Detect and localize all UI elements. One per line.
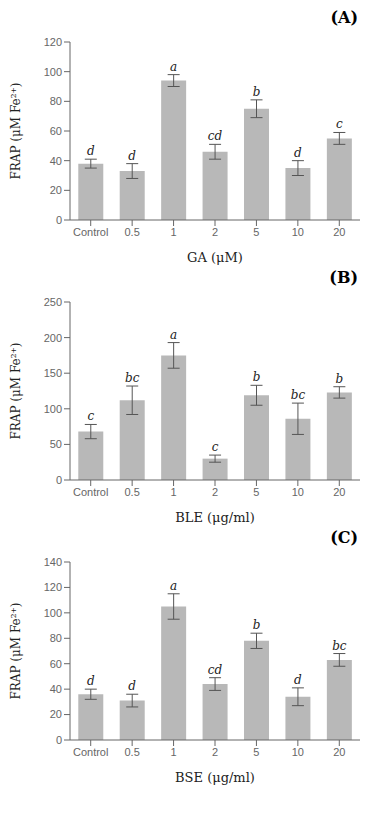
svg-text:100: 100 bbox=[44, 403, 62, 415]
svg-text:0.5: 0.5 bbox=[124, 226, 139, 238]
svg-text:10: 10 bbox=[292, 486, 304, 498]
svg-text:GA (μM): GA (μM) bbox=[187, 250, 243, 265]
svg-text:a: a bbox=[170, 60, 177, 74]
html-text:(B): (B) bbox=[329, 268, 358, 287]
svg-text:200: 200 bbox=[44, 332, 62, 344]
svg-text:d: d bbox=[128, 149, 136, 163]
svg-text:250: 250 bbox=[44, 296, 62, 308]
svg-text:0: 0 bbox=[56, 734, 62, 746]
svg-text:20: 20 bbox=[333, 746, 345, 758]
html-text:(A): (A) bbox=[330, 8, 358, 27]
svg-text:120: 120 bbox=[44, 36, 62, 48]
svg-text:FRAP (μM Fe²⁺): FRAP (μM Fe²⁺) bbox=[9, 342, 23, 439]
svg-text:b: b bbox=[253, 370, 261, 384]
svg-text:d: d bbox=[294, 146, 302, 160]
svg-text:5: 5 bbox=[253, 486, 259, 498]
svg-text:cd: cd bbox=[208, 129, 223, 143]
svg-text:120: 120 bbox=[44, 581, 62, 593]
svg-text:50: 50 bbox=[50, 438, 62, 450]
svg-text:140: 140 bbox=[44, 556, 62, 568]
svg-text:2: 2 bbox=[212, 746, 218, 758]
svg-text:FRAP (μM Fe²⁺): FRAP (μM Fe²⁺) bbox=[9, 602, 23, 699]
svg-text:20: 20 bbox=[50, 708, 62, 720]
svg-text:BLE (μg/ml): BLE (μg/ml) bbox=[175, 510, 255, 525]
svg-text:0: 0 bbox=[56, 214, 62, 226]
svg-text:0.5: 0.5 bbox=[124, 486, 139, 498]
svg-text:bc: bc bbox=[125, 371, 140, 385]
svg-text:d: d bbox=[294, 673, 302, 687]
svg-text:80: 80 bbox=[50, 632, 62, 644]
svg-text:60: 60 bbox=[50, 125, 62, 137]
svg-text:cd: cd bbox=[208, 663, 223, 677]
svg-text:60: 60 bbox=[50, 658, 62, 670]
svg-text:c: c bbox=[336, 117, 343, 131]
svg-text:1: 1 bbox=[171, 226, 177, 238]
svg-text:d: d bbox=[87, 674, 95, 688]
svg-text:2: 2 bbox=[212, 226, 218, 238]
svg-text:b: b bbox=[253, 85, 261, 99]
svg-text:b: b bbox=[253, 618, 261, 632]
svg-text:a: a bbox=[170, 579, 177, 593]
svg-text:FRAP (μM Fe²⁺): FRAP (μM Fe²⁺) bbox=[9, 82, 23, 179]
html-text:(C): (C) bbox=[330, 528, 358, 547]
svg-text:a: a bbox=[170, 328, 177, 342]
svg-text:BSE (μg/ml): BSE (μg/ml) bbox=[175, 770, 255, 785]
svg-text:20: 20 bbox=[50, 184, 62, 196]
svg-text:bc: bc bbox=[291, 388, 306, 402]
svg-text:0: 0 bbox=[56, 474, 62, 486]
svg-text:20: 20 bbox=[333, 226, 345, 238]
svg-text:40: 40 bbox=[50, 683, 62, 695]
svg-text:5: 5 bbox=[253, 226, 259, 238]
svg-text:100: 100 bbox=[44, 607, 62, 619]
svg-text:Control: Control bbox=[73, 226, 108, 238]
svg-text:0.5: 0.5 bbox=[124, 746, 139, 758]
svg-text:5: 5 bbox=[253, 746, 259, 758]
svg-text:Control: Control bbox=[73, 486, 108, 498]
svg-text:20: 20 bbox=[333, 486, 345, 498]
svg-text:1: 1 bbox=[171, 486, 177, 498]
svg-text:bc: bc bbox=[332, 639, 347, 653]
svg-text:d: d bbox=[87, 144, 95, 158]
svg-text:b: b bbox=[336, 372, 344, 386]
svg-text:80: 80 bbox=[50, 95, 62, 107]
svg-text:40: 40 bbox=[50, 155, 62, 167]
svg-text:100: 100 bbox=[44, 66, 62, 78]
svg-text:10: 10 bbox=[292, 746, 304, 758]
svg-text:c: c bbox=[87, 409, 94, 423]
svg-text:10: 10 bbox=[292, 226, 304, 238]
svg-text:150: 150 bbox=[44, 367, 62, 379]
svg-text:d: d bbox=[128, 679, 136, 693]
svg-text:1: 1 bbox=[171, 746, 177, 758]
svg-text:Control: Control bbox=[73, 746, 108, 758]
svg-text:c: c bbox=[212, 440, 219, 454]
svg-text:2: 2 bbox=[212, 486, 218, 498]
